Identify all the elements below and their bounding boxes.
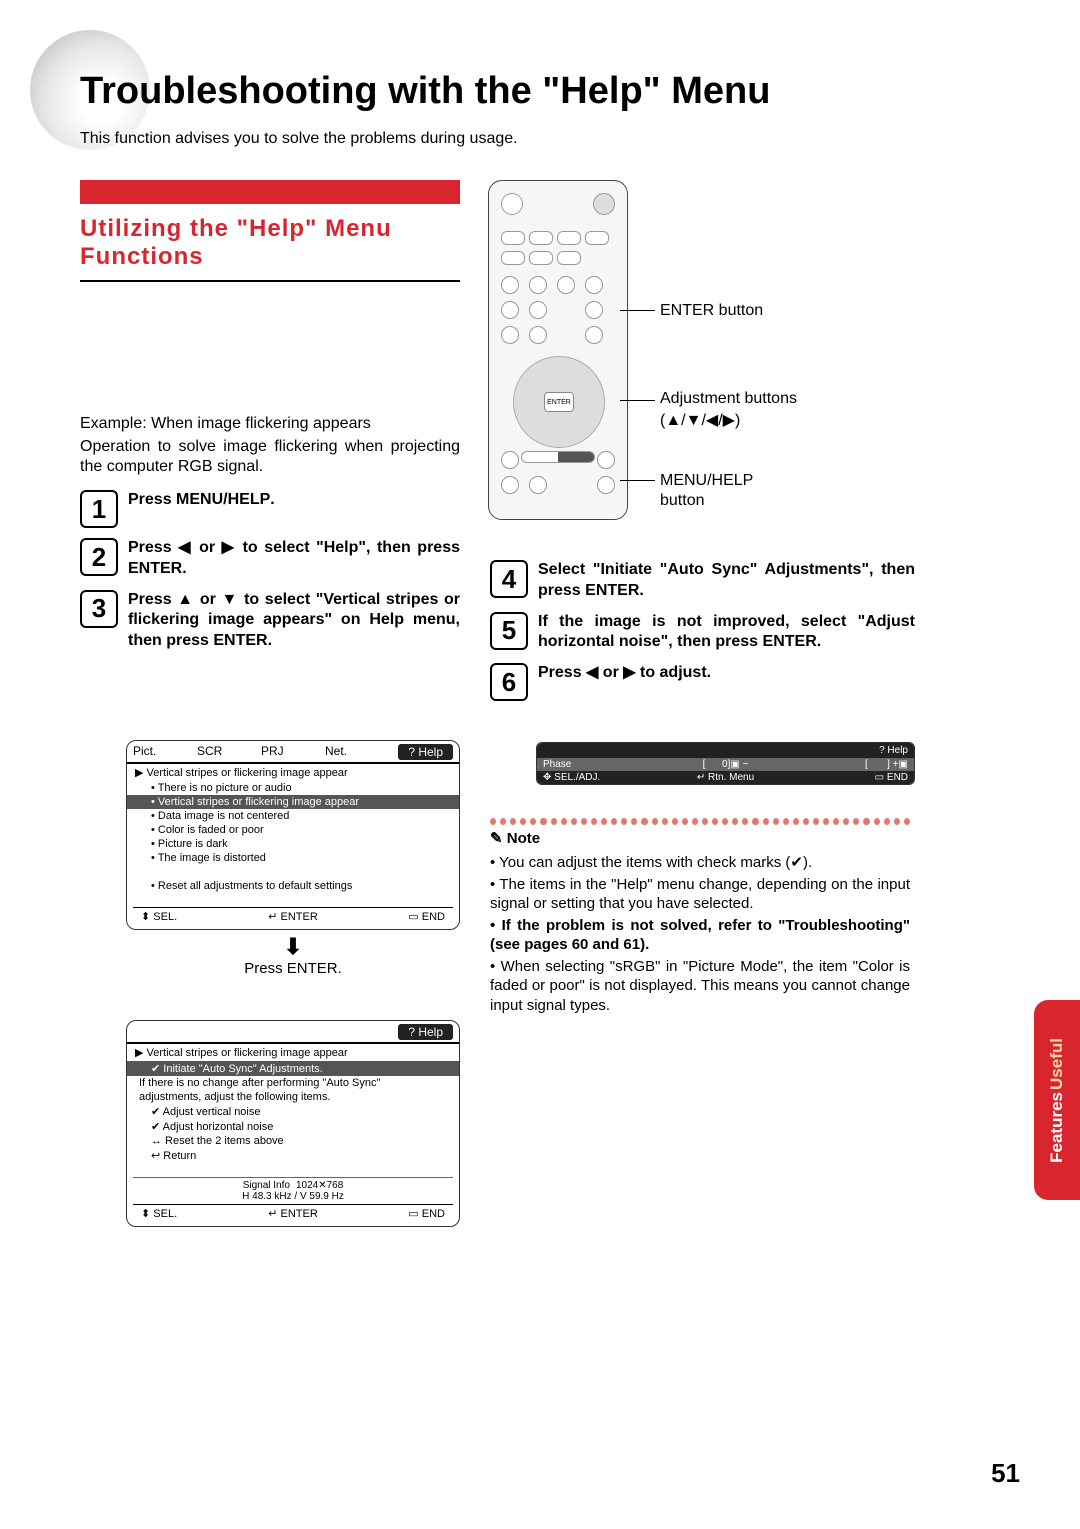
page-title: Troubleshooting with the "Help" Menu [80, 70, 770, 113]
arrow-down-icon: ⬇ [126, 934, 460, 960]
osd-panel-2: ? Help▶ Vertical stripes or flickering i… [80, 1020, 460, 1227]
intro-block: Example: When image flickering appears O… [80, 415, 460, 477]
step-number: 4 [490, 560, 528, 598]
step-number: 6 [490, 663, 528, 701]
sidetab-useful: Useful [1047, 1038, 1067, 1090]
section-heading: Utilizing the "Help" Menu Functions [80, 215, 460, 270]
remote-illustration: ENTER [488, 180, 628, 520]
step-number: 3 [80, 590, 118, 628]
note-heading: ✎ Note [490, 829, 910, 847]
step: 6 Press ◀ or ▶ to adjust. [490, 663, 915, 701]
step: 5 If the image is not improved, select "A… [490, 612, 915, 654]
dpad-icon: ENTER [513, 356, 605, 448]
step: 2 Press ◀ or ▶ to select "Help", then pre… [80, 538, 460, 580]
enter-button-icon: ENTER [544, 392, 574, 412]
step-text: Press ◀ or ▶ to adjust. [538, 663, 915, 684]
steps-left: 1 Press MENU/HELP. 2 Press ◀ or ▶ to select… [80, 490, 460, 662]
osd-panel-3: ? Help Phase [ 0]▣ − [ ] +▣ ✥ SEL./ADJ. … [490, 742, 915, 785]
note-item: • If the problem is not solved, refer to… [490, 916, 910, 955]
callout-button: button [660, 492, 704, 510]
callout-enter: ENTER button [660, 302, 763, 320]
accent-bar [80, 180, 460, 204]
step: 1 Press MENU/HELP. [80, 490, 460, 528]
intro-text: This function advises you to solve the p… [80, 130, 518, 148]
callout-adjust-sym: (▲/▼/◀/▶) [660, 410, 740, 430]
example-label: Example: When image flickering appears [80, 415, 460, 433]
osd-panel-1: Pict.SCRPRJNet.? Help▶ Vertical stripes … [80, 740, 460, 981]
steps-right: 4 Select "Initiate "Auto Sync" Adjustment… [490, 560, 915, 711]
heading-rule [80, 280, 460, 282]
press-enter-label: Press ENTER. [126, 960, 460, 977]
side-tab: Useful Features [1034, 1000, 1080, 1200]
step-text: If the image is not improved, select "Ad… [538, 612, 915, 654]
note-item: • You can adjust the items with check ma… [490, 853, 910, 873]
callout-menu: MENU/HELP [660, 472, 753, 490]
operation-desc: Operation to solve image flickering when… [80, 437, 460, 477]
callout-adjust: Adjustment buttons [660, 390, 797, 408]
step: 4 Select "Initiate "Auto Sync" Adjustment… [490, 560, 915, 602]
step-number: 1 [80, 490, 118, 528]
note-item: • The items in the "Help" menu change, d… [490, 875, 910, 914]
step-number: 2 [80, 538, 118, 576]
dots-rule [490, 818, 910, 825]
sidetab-features: Features [1047, 1092, 1067, 1163]
notes-section: ✎ Note • You can adjust the items with c… [490, 800, 910, 1017]
step-text: Select "Initiate "Auto Sync" Adjustments… [538, 560, 915, 602]
note-item: • When selecting "sRGB" in "Picture Mode… [490, 957, 910, 1016]
page-number: 51 [991, 1458, 1020, 1489]
step-number: 5 [490, 612, 528, 650]
step: 3 Press ▲ or ▼ to select "Vertical stripe… [80, 590, 460, 652]
step-text: Press ▲ or ▼ to select "Vertical stripes… [128, 590, 460, 652]
step-text: Press ◀ or ▶ to select "Help", then pres… [128, 538, 460, 580]
step-text: Press MENU/HELP. [128, 490, 460, 511]
